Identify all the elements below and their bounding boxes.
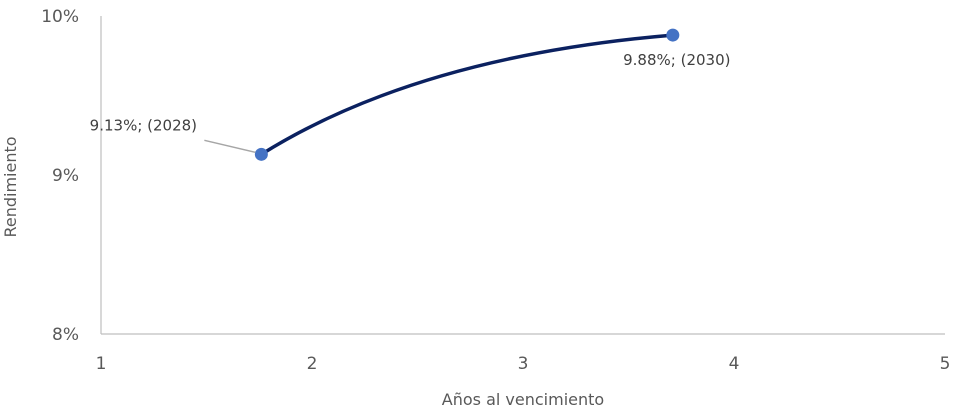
y-axis-title: Rendimiento <box>1 136 20 237</box>
data-point <box>666 28 680 42</box>
x-tick-label: 3 <box>518 354 529 374</box>
y-tick-label: 8% <box>52 325 79 345</box>
y-tick-label: 10% <box>41 7 79 27</box>
y-tick-label: 9% <box>52 166 79 186</box>
x-axis-title: Años al vencimiento <box>442 390 604 409</box>
x-tick-label: 1 <box>96 354 107 374</box>
data-point <box>254 147 268 161</box>
data-label: 9.88%; (2030) <box>623 51 730 69</box>
x-axis-ticks: 1 2 3 4 5 <box>96 354 951 374</box>
yield-curve-line <box>259 33 675 157</box>
y-axis-ticks: 8% 9% 10% <box>41 7 79 345</box>
x-tick-label: 5 <box>940 354 951 374</box>
x-tick-label: 4 <box>729 354 740 374</box>
data-points: 9.13%; (2028) 9.88%; (2030) <box>90 28 730 161</box>
data-label-leader <box>204 139 256 154</box>
x-tick-label: 2 <box>307 354 318 374</box>
data-label: 9.13%; (2028) <box>90 116 197 134</box>
